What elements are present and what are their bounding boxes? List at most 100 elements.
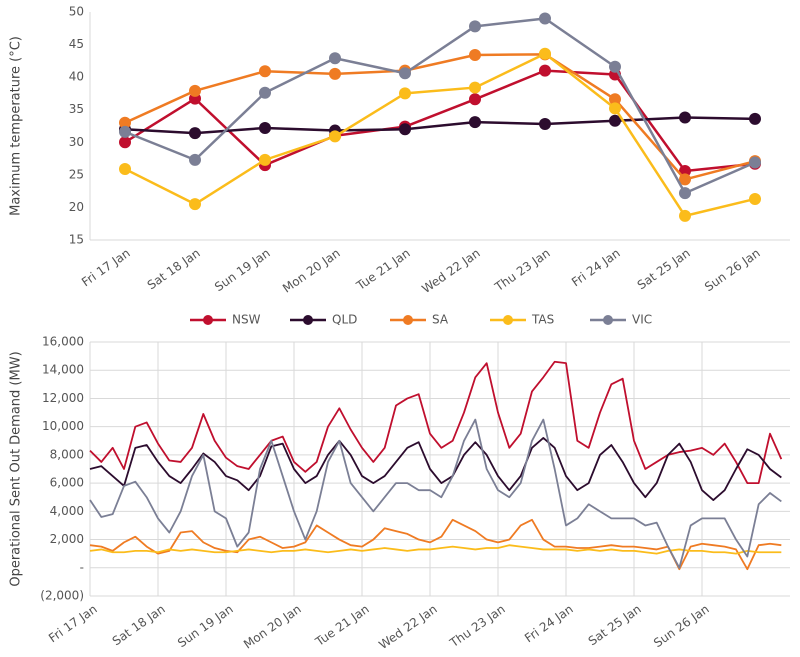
series-line: [124, 53, 756, 181]
x-tick-label: Sun 26 Jan: [702, 246, 763, 294]
y-tick-label: 10,000: [42, 419, 84, 433]
marker: [539, 64, 551, 77]
x-tick-label: Fri 24 Jan: [569, 246, 623, 289]
x-tick-label: Fri 17 Jan: [79, 246, 133, 289]
series-line: [124, 69, 756, 173]
x-tick-label: Wed 22 Jan: [419, 246, 482, 296]
x-tick-label: Fri 24 Jan: [522, 602, 576, 645]
marker: [609, 114, 621, 127]
marker: [189, 198, 201, 211]
x-tick-label: Tue 21 Jan: [312, 602, 372, 650]
marker: [259, 121, 271, 134]
y-tick-label: 4,000: [50, 504, 84, 518]
marker: [679, 173, 691, 186]
y-tick-label: 14,000: [42, 363, 84, 377]
series-line: [124, 52, 756, 218]
marker: [749, 156, 761, 169]
marker: [469, 93, 481, 106]
y-axis-label: Operational Sent Out Demand (MW): [9, 351, 24, 586]
y-tick-label: 2,000: [50, 532, 84, 546]
x-tick-label: Wed 22 Jan: [376, 602, 439, 652]
y-tick-label: 40: [69, 70, 84, 84]
series-line: [89, 544, 782, 555]
marker: [749, 192, 761, 205]
marker: [749, 112, 761, 125]
marker: [539, 12, 551, 25]
marker: [259, 86, 271, 99]
y-tick-label: 15: [69, 233, 84, 247]
y-tick-label: 16,000: [42, 335, 84, 349]
y-tick-label: (2,000): [40, 589, 84, 603]
marker: [679, 209, 691, 222]
y-axis-label: Maximum temperature (°C): [9, 36, 24, 216]
marker: [259, 153, 271, 166]
marker: [189, 84, 201, 97]
marker: [329, 67, 341, 80]
marker: [469, 48, 481, 61]
marker: [399, 87, 411, 100]
marker: [259, 65, 271, 78]
marker: [189, 127, 201, 140]
x-tick-label: Sat 25 Jan: [586, 602, 644, 649]
legend-marker: [603, 315, 613, 325]
marker: [539, 118, 551, 131]
x-tick-label: Thu 23 Jan: [447, 602, 508, 651]
marker: [539, 47, 551, 60]
y-tick-label: -: [80, 560, 84, 574]
marker: [679, 164, 691, 177]
marker: [119, 116, 131, 129]
marker: [679, 111, 691, 124]
x-tick-label: Sun 19 Jan: [212, 246, 273, 294]
series-line: [124, 116, 756, 135]
y-tick-label: 20: [69, 200, 84, 214]
marker: [329, 52, 341, 65]
x-tick-label: Mon 20 Jan: [241, 602, 304, 652]
x-tick-label: Sat 25 Jan: [635, 246, 693, 293]
marker: [399, 123, 411, 136]
legend-label: NSW: [232, 313, 261, 327]
marker: [609, 93, 621, 106]
y-tick-label: 8,000: [50, 447, 84, 461]
marker: [119, 136, 131, 149]
legend-marker: [403, 315, 413, 325]
x-tick-label: Sat 18 Jan: [110, 602, 168, 649]
y-tick-label: 12,000: [42, 391, 84, 405]
legend-label: QLD: [332, 313, 357, 327]
legend-label: SA: [432, 313, 449, 327]
x-tick-label: Tue 21 Jan: [353, 246, 413, 294]
marker: [189, 153, 201, 166]
series-line: [89, 437, 782, 501]
x-tick-label: Sat 18 Jan: [145, 246, 203, 293]
y-tick-label: 30: [69, 135, 84, 149]
marker: [119, 125, 131, 138]
x-tick-label: Thu 23 Jan: [492, 246, 553, 295]
legend-label: VIC: [632, 313, 652, 327]
marker: [609, 60, 621, 73]
x-tick-label: Sun 19 Jan: [175, 602, 236, 650]
marker: [469, 116, 481, 129]
marker: [679, 187, 691, 200]
legend-marker: [203, 315, 213, 325]
series-line: [124, 17, 756, 195]
y-tick-label: 50: [69, 5, 84, 19]
marker: [329, 130, 341, 143]
x-tick-label: Sun 26 Jan: [651, 602, 712, 650]
series-line: [89, 360, 783, 485]
legend-marker: [303, 315, 313, 325]
marker: [469, 20, 481, 33]
y-tick-label: 25: [69, 167, 84, 181]
y-tick-label: 6,000: [50, 476, 84, 490]
marker: [399, 67, 411, 80]
legend-label: TAS: [531, 313, 554, 327]
series-line: [89, 418, 782, 569]
marker: [609, 102, 621, 115]
legend-marker: [503, 315, 513, 325]
marker: [119, 162, 131, 175]
y-tick-label: 35: [69, 102, 84, 116]
x-tick-label: Mon 20 Jan: [280, 246, 343, 296]
y-tick-label: 45: [69, 37, 84, 51]
marker: [469, 81, 481, 94]
series-line: [89, 518, 782, 571]
x-tick-label: Fri 17 Jan: [46, 602, 100, 645]
